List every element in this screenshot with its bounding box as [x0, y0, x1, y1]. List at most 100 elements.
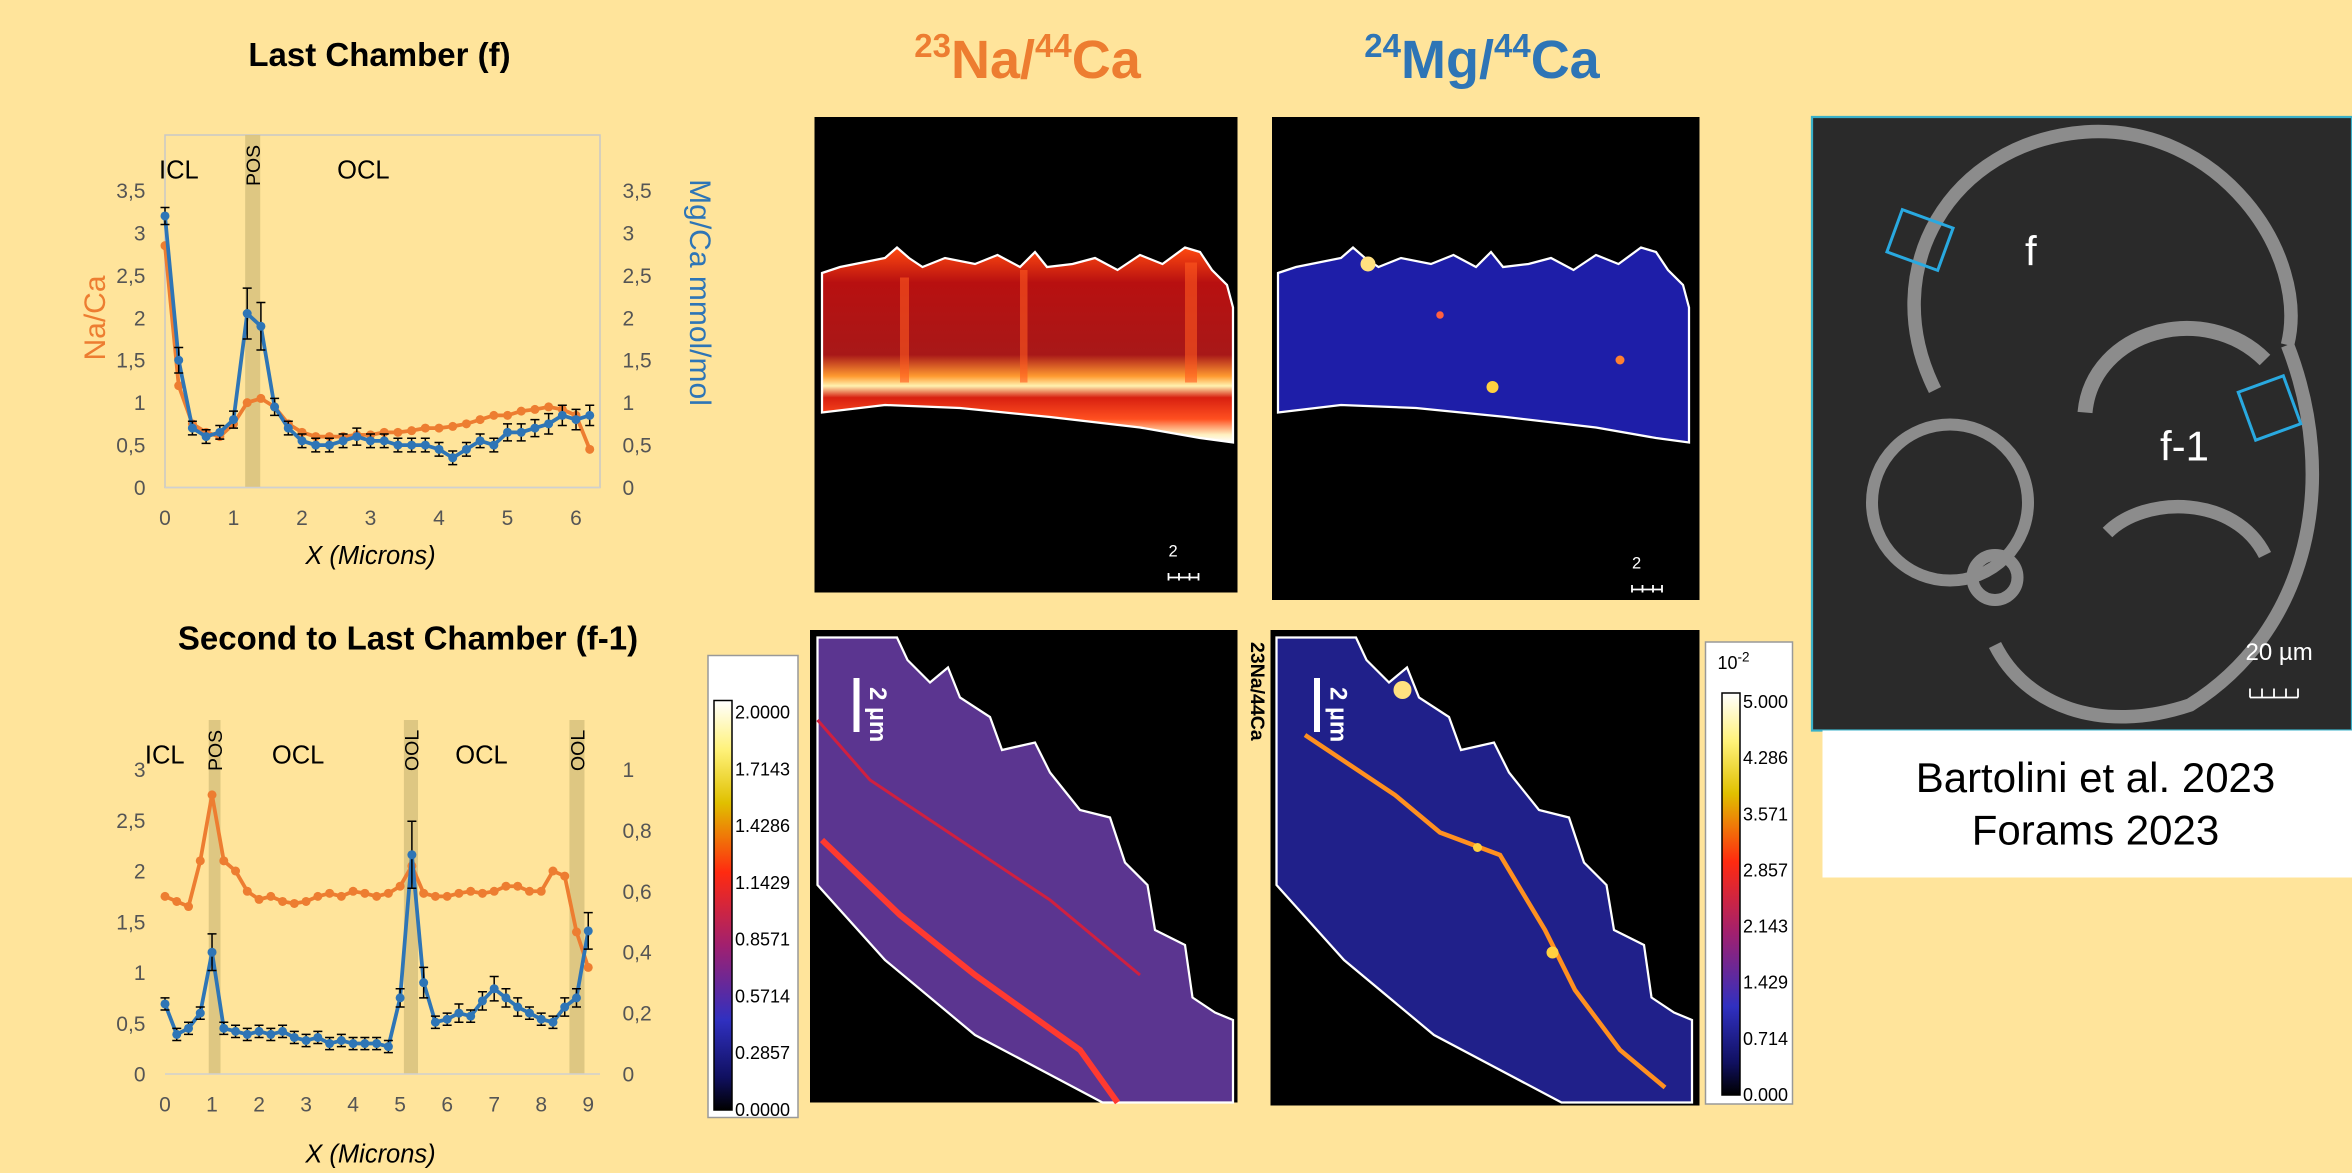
y-axis-title: Na/Ca: [79, 275, 112, 360]
y2-tick-label: 0,4: [623, 942, 653, 965]
data-point: [184, 902, 194, 912]
data-point: [174, 381, 184, 391]
data-point: [325, 1039, 335, 1049]
data-point: [242, 886, 252, 896]
data-point: [352, 432, 362, 442]
chamber-label: f-1: [2160, 423, 2209, 470]
x-tick-label: 6: [570, 507, 582, 530]
colorbar-label: 0.000: [1743, 1085, 1788, 1105]
data-point: [489, 440, 499, 450]
data-point: [360, 1039, 370, 1049]
y2-tick-label: 1: [623, 759, 635, 782]
data-point: [548, 1017, 558, 1027]
data-point: [207, 947, 217, 957]
data-point: [311, 440, 321, 450]
x-tick-label: 1: [228, 507, 240, 530]
data-point: [172, 1029, 182, 1039]
data-point: [530, 423, 540, 433]
data-point: [571, 415, 581, 425]
data-point: [383, 1042, 393, 1052]
colorbar-label: 5.000: [1743, 692, 1788, 712]
x-tick-label: 4: [347, 1094, 359, 1117]
y-tick-label: 0,5: [116, 435, 145, 458]
data-point: [571, 993, 581, 1003]
data-point: [348, 886, 358, 896]
data-point: [278, 1026, 288, 1036]
colorbar-label: 2.857: [1743, 860, 1788, 880]
data-point: [172, 896, 182, 906]
data-point: [585, 444, 595, 454]
data-point: [160, 211, 170, 221]
data-point: [407, 850, 417, 860]
data-point: [524, 1008, 534, 1018]
region-label: OOL: [401, 730, 423, 771]
x-tick-label: 6: [441, 1094, 453, 1117]
chart-title: Last Chamber (f): [248, 36, 510, 73]
colorbar-label: 0.0000: [735, 1100, 790, 1120]
citation: Forams 2023: [1972, 807, 2219, 854]
data-point: [544, 402, 554, 412]
region-label: POS: [205, 730, 227, 771]
x-tick-label: 0: [159, 1094, 171, 1117]
data-point: [503, 427, 513, 437]
region-label: OOL: [567, 730, 589, 771]
colorbar-label: 3.571: [1743, 804, 1788, 824]
data-line: [163, 854, 591, 1049]
y2-tick-label: 0,5: [623, 435, 652, 458]
scale-label: 2: [1169, 543, 1178, 561]
x-tick-label: 3: [365, 507, 377, 530]
data-point: [448, 421, 458, 431]
data-point: [383, 888, 393, 898]
data-point: [461, 444, 471, 454]
data-point: [571, 927, 581, 937]
data-point: [524, 886, 534, 896]
y-tick-label: 1,5: [116, 350, 145, 373]
data-point: [560, 871, 570, 881]
data-point: [434, 423, 444, 433]
citation-box: [1822, 730, 2352, 878]
chart-title: Second to Last Chamber (f-1): [178, 620, 638, 657]
data-point: [430, 1017, 440, 1027]
map-heading: 23Na/44Ca: [914, 27, 1141, 90]
y2-tick-label: 0: [623, 1064, 635, 1087]
y2-tick-label: 2: [623, 307, 635, 330]
data-point: [195, 1008, 205, 1018]
data-line: [164, 794, 591, 969]
y2-tick-label: 0,2: [623, 1003, 652, 1026]
data-point: [325, 888, 335, 898]
region-label: ICL: [145, 742, 185, 770]
data-point: [219, 856, 229, 866]
y-tick-label: 0: [134, 1064, 146, 1087]
data-point: [454, 1008, 464, 1018]
data-point: [489, 886, 499, 896]
colorbar-label: 4.286: [1743, 748, 1788, 768]
data-point: [419, 888, 429, 898]
data-point: [466, 886, 476, 896]
data-point: [513, 881, 523, 891]
x-tick-label: 4: [433, 507, 445, 530]
x-axis-title: X (Microns): [304, 1141, 435, 1169]
y-tick-label: 0: [134, 477, 146, 500]
region-label: OCL: [337, 157, 389, 185]
y2-tick-label: 0,8: [623, 820, 652, 843]
colorbar-label: 0.8571: [735, 930, 790, 950]
y2-tick-label: 0,6: [623, 881, 652, 904]
data-point: [283, 423, 293, 433]
y-tick-label: 2,5: [116, 810, 145, 833]
colorbar-label: 0.714: [1743, 1029, 1788, 1049]
scale-label: 20 µm: [2246, 639, 2313, 666]
x-tick-label: 0: [159, 507, 171, 530]
data-point: [475, 436, 485, 446]
data-point: [544, 419, 554, 429]
data-point: [583, 962, 593, 972]
sem-image: f f-1 20 µm: [1810, 115, 2352, 732]
data-point: [160, 999, 170, 1009]
data-point: [231, 866, 241, 876]
data-point: [536, 1014, 546, 1024]
data-point: [393, 440, 403, 450]
y2-axis-title: Mg/Ca mmol/mol: [683, 179, 716, 406]
data-point: [187, 423, 197, 433]
data-point: [430, 891, 440, 901]
